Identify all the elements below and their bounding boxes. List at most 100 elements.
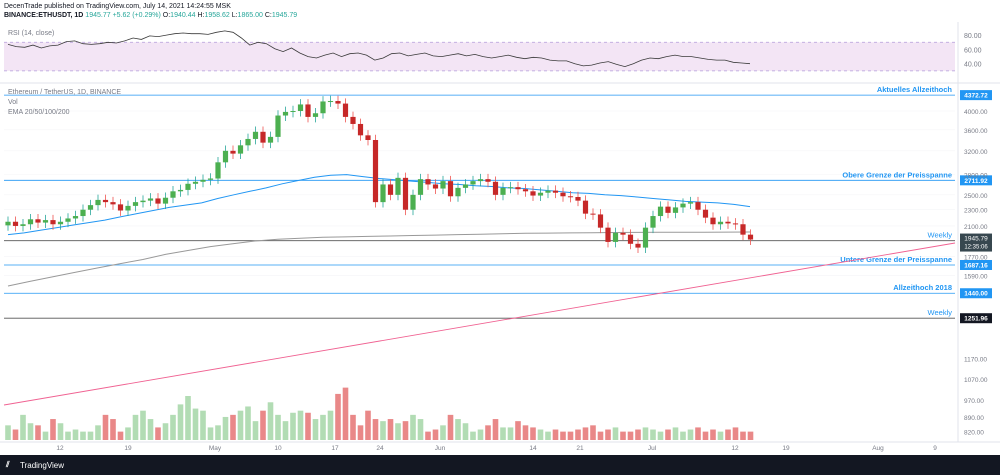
time-tick: May bbox=[209, 445, 222, 452]
level-tag-text: 4372.72 bbox=[964, 93, 988, 100]
candle-body bbox=[215, 162, 221, 179]
volume-bar bbox=[477, 429, 484, 440]
ema-200-line bbox=[7, 231, 751, 287]
time-tick: 9 bbox=[933, 445, 937, 452]
candle-body bbox=[207, 178, 214, 180]
candle-body bbox=[582, 200, 589, 214]
candles bbox=[5, 95, 754, 254]
candle-body bbox=[50, 220, 56, 225]
volume-bar bbox=[687, 429, 694, 440]
candle-body bbox=[492, 181, 499, 195]
rsi-legend: RSI (14, close) bbox=[8, 30, 54, 37]
volume-bar bbox=[507, 427, 514, 440]
candle-body bbox=[260, 131, 266, 143]
tradingview-logo-icon[interactable]: ⫽ bbox=[6, 460, 10, 469]
volume-tick: 1170.00 bbox=[964, 356, 987, 363]
volume-bar bbox=[80, 431, 86, 440]
volume-bar bbox=[222, 416, 229, 440]
last-price-tag bbox=[960, 233, 992, 252]
candle-body bbox=[747, 234, 754, 240]
vol-legend: Vol bbox=[8, 99, 18, 106]
volume-bar bbox=[740, 431, 746, 440]
price-tick: 2300.00 bbox=[964, 208, 988, 215]
volume-bar bbox=[387, 419, 394, 440]
footer-bar: ⫽ TradingView bbox=[0, 455, 1000, 475]
candle-body bbox=[365, 135, 371, 140]
volume-bar bbox=[132, 414, 139, 440]
volume-bar bbox=[665, 429, 671, 440]
volume-bar bbox=[50, 419, 56, 440]
volume-bar bbox=[695, 427, 701, 440]
volume-bar bbox=[305, 412, 311, 440]
candle-body bbox=[162, 197, 169, 204]
candle-body bbox=[440, 181, 446, 189]
ohlc-line: BINANCE:ETHUSDT, 1D 1945.77 +5.62 (+0.29… bbox=[4, 12, 297, 19]
volume-bar bbox=[455, 419, 461, 440]
price-change: +5.62 (+0.29%) bbox=[112, 12, 161, 19]
volume-bar bbox=[237, 410, 244, 440]
candle-body bbox=[87, 205, 94, 210]
candle-body bbox=[537, 192, 544, 196]
volume-bar bbox=[492, 419, 499, 440]
candle-body bbox=[65, 218, 71, 222]
time-tick: 10 bbox=[274, 445, 282, 452]
volume-bar bbox=[95, 425, 101, 440]
time-tick: 24 bbox=[376, 445, 384, 452]
time-tick: 21 bbox=[576, 445, 584, 452]
volume-bar bbox=[725, 429, 731, 440]
candle-body bbox=[12, 221, 19, 226]
level-tag-text: 1440.00 bbox=[964, 291, 988, 298]
volume-bar bbox=[147, 419, 154, 440]
volume-bar bbox=[200, 410, 206, 440]
candle-body bbox=[297, 104, 304, 112]
candle-body bbox=[507, 187, 514, 189]
low-value: 1865.00 bbox=[237, 12, 263, 19]
time-tick: 19 bbox=[782, 445, 790, 452]
candle-body bbox=[455, 187, 461, 197]
candle-body bbox=[432, 184, 439, 189]
candle-body bbox=[80, 209, 86, 217]
time-tick: 17 bbox=[331, 445, 339, 452]
volume-bar bbox=[312, 419, 319, 440]
candle-body bbox=[672, 207, 679, 213]
candle-body bbox=[192, 181, 199, 184]
candle-body bbox=[567, 196, 574, 198]
candle-body bbox=[290, 111, 296, 113]
volume-bar bbox=[605, 429, 611, 440]
candle-body bbox=[417, 179, 424, 195]
candle-body bbox=[500, 187, 506, 195]
volume-bar bbox=[642, 427, 649, 440]
candle-body bbox=[117, 204, 124, 211]
candle-body bbox=[717, 221, 724, 225]
candle-body bbox=[245, 138, 251, 146]
volume-bar bbox=[20, 414, 26, 440]
price-chart[interactable]: 80.00 60.00 40.00 Aktuelles Allzeithoch 437… bbox=[0, 22, 1000, 455]
volume-bar bbox=[432, 429, 439, 440]
candle-body bbox=[695, 202, 701, 210]
volume-bar bbox=[372, 419, 379, 440]
candle-body bbox=[380, 184, 386, 203]
candle-body bbox=[597, 214, 604, 228]
candle-body bbox=[545, 190, 551, 193]
volume-bar bbox=[72, 429, 79, 440]
volume-bar bbox=[102, 414, 109, 440]
volume-bar bbox=[717, 431, 724, 440]
candle-body bbox=[387, 184, 394, 195]
volume-bar bbox=[42, 431, 49, 440]
candle-body bbox=[282, 111, 289, 116]
support-trendline bbox=[3, 242, 956, 406]
volume-bar bbox=[357, 425, 364, 440]
volume-tick: 970.00 bbox=[964, 398, 984, 405]
candle-body bbox=[687, 202, 694, 204]
candle-body bbox=[27, 219, 34, 225]
candle-body bbox=[372, 139, 379, 203]
volume-bar bbox=[365, 410, 371, 440]
volume-bar bbox=[260, 410, 266, 440]
candle-body bbox=[170, 191, 176, 198]
rsi-tick: 60.00 bbox=[964, 47, 982, 54]
price-tick: 2100.00 bbox=[964, 224, 988, 231]
time-tick: 14 bbox=[529, 445, 537, 452]
volume-bar bbox=[185, 396, 191, 440]
close-value: 1945.79 bbox=[271, 12, 298, 19]
volume-bar bbox=[155, 427, 161, 440]
